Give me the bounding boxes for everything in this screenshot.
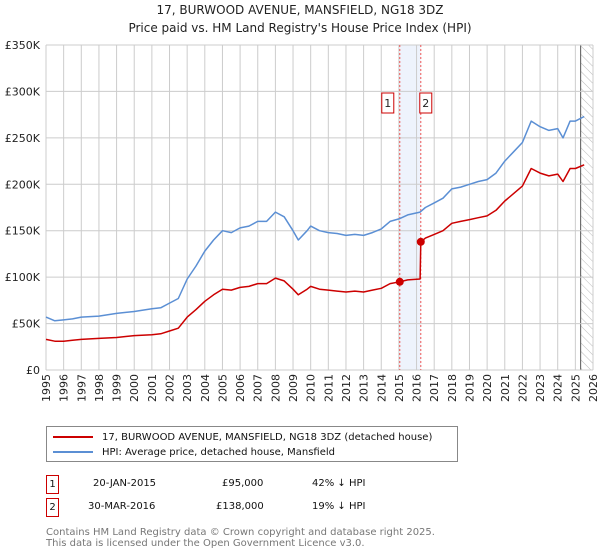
legend-swatch-hpi [53, 451, 93, 453]
x-tick-label: 1998 [93, 374, 106, 402]
sale-date: 30-MAR-2016 [88, 501, 156, 512]
x-tick-label: 1997 [75, 374, 88, 402]
y-tick-label: £0 [26, 364, 40, 377]
y-tick-label: £100K [5, 271, 41, 284]
x-tick-label: 2006 [234, 374, 247, 402]
x-tick-label: 2019 [463, 374, 476, 402]
sale-price: £95,000 [222, 478, 264, 489]
chart-subtitle: Price paid vs. HM Land Registry's House … [128, 21, 472, 35]
plot-area: 1995 1996 1997 1998 1999 2000 2001 2002 2003 2004… [5, 39, 600, 402]
sale-point-1 [395, 277, 404, 286]
x-tick-label: 2015 [393, 374, 406, 402]
x-tick-label: 2013 [358, 374, 371, 402]
footer-licence: This data is licensed under the Open Gov… [46, 538, 365, 549]
x-tick-label: 2007 [252, 374, 265, 402]
x-tick-label: 2008 [269, 374, 282, 402]
x-tick-label: 2021 [499, 374, 512, 402]
y-tick-label: £150K [5, 225, 41, 238]
footer-copyright: Contains HM Land Registry data © Crown c… [46, 527, 435, 538]
x-tick-label: 2004 [199, 374, 212, 402]
sale-label-box-2 [419, 92, 433, 114]
sale-row-1: 1 20-JAN-2015 £95,000 42% ↓ HPI [46, 475, 546, 495]
x-tick-label: 2010 [305, 374, 318, 402]
x-tick-label: 2011 [322, 374, 335, 402]
x-tick-label: 2024 [552, 374, 565, 402]
legend-label-hpi: HPI: Average price, detached house, Mans… [102, 446, 335, 458]
y-tick-label: £300K [5, 85, 41, 98]
x-tick-label: 1999 [111, 374, 124, 402]
x-tick-label: 2002 [164, 374, 177, 402]
legend-swatch-property [53, 436, 93, 438]
x-tick-label: 2000 [128, 374, 141, 402]
hpi-line [45, 115, 585, 322]
x-tick-label: 2026 [587, 374, 600, 402]
y-tick-label: £50K [12, 318, 41, 331]
x-tick-label: 1995 [40, 374, 53, 402]
sale-hpi-diff: 42% ↓ HPI [312, 478, 366, 489]
sale-hpi-diff: 19% ↓ HPI [312, 501, 366, 512]
x-tick-label: 2003 [181, 374, 194, 402]
x-tick-label: 1996 [58, 374, 71, 402]
sales-period-band [399, 45, 421, 370]
forecast-hatch [580, 45, 593, 370]
x-tick-label: 2018 [446, 374, 459, 402]
sale-label-box-1 [381, 92, 395, 114]
sale-date: 20-JAN-2015 [93, 478, 157, 489]
x-tick-label: 2005 [216, 374, 229, 402]
sale-label-2: 2 [422, 97, 429, 110]
legend: 17, BURWOOD AVENUE, MANSFIELD, NG18 3DZ … [46, 426, 458, 462]
x-tick-label: 2020 [481, 374, 494, 402]
x-tick-label: 2009 [287, 374, 300, 402]
y-tick-label: £350K [5, 39, 41, 52]
legend-label-property: 17, BURWOOD AVENUE, MANSFIELD, NG18 3DZ … [102, 431, 433, 443]
chart-title: 17, BURWOOD AVENUE, MANSFIELD, NG18 3DZ [156, 3, 444, 17]
x-tick-label: 2016 [411, 374, 424, 402]
x-tick-label: 2023 [534, 374, 547, 402]
x-tick-label: 2022 [516, 374, 529, 402]
sale-badge: 1 [46, 475, 59, 494]
sale-badge: 2 [46, 498, 59, 517]
property-price-line [45, 164, 585, 342]
x-tick-label: 2012 [340, 374, 353, 402]
x-tick-label: 2025 [569, 374, 582, 402]
x-tick-label: 2001 [146, 374, 159, 402]
x-tick-label: 2014 [375, 374, 388, 402]
y-tick-label: £200K [5, 178, 41, 191]
x-tick-label: 2017 [428, 374, 441, 402]
sale-label-1: 1 [384, 97, 391, 110]
sale-row-2: 2 30-MAR-2016 £138,000 19% ↓ HPI [46, 498, 546, 518]
sale-price: £138,000 [216, 501, 264, 512]
y-tick-label: £250K [5, 132, 41, 145]
sale-point-2 [416, 237, 425, 246]
